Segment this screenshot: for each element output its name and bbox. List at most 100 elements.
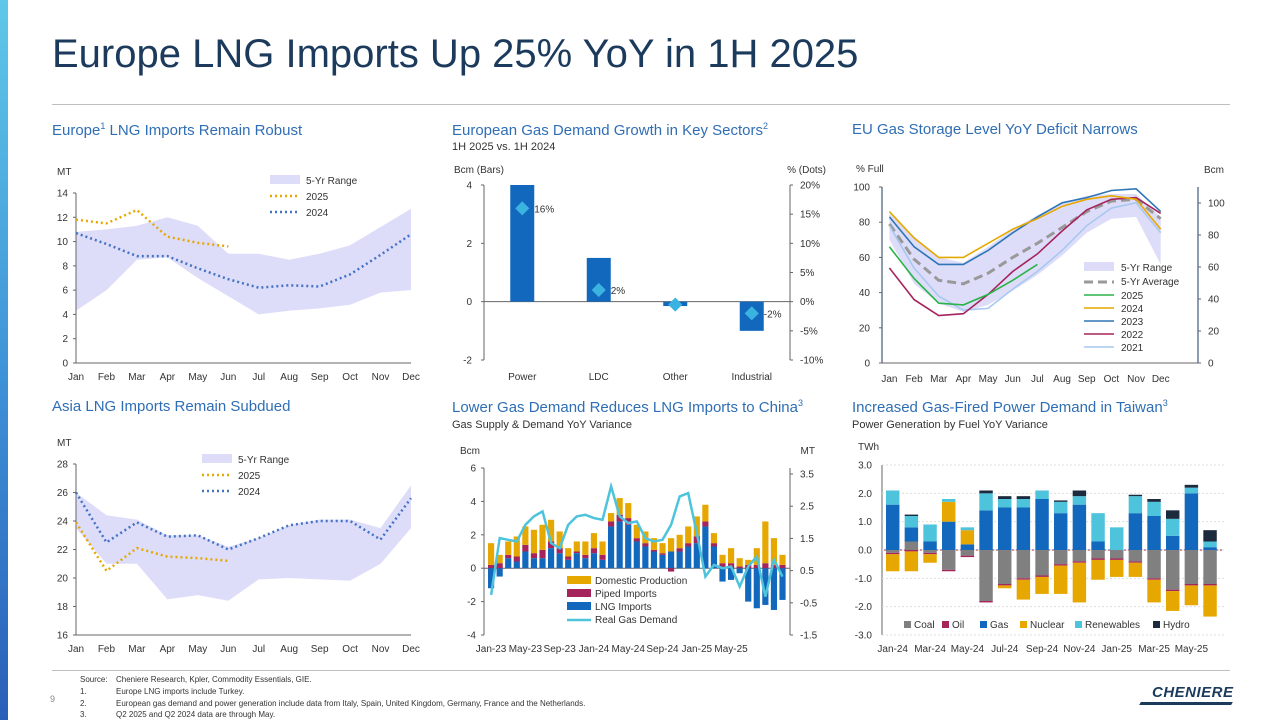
bar-renewables — [1016, 499, 1031, 508]
bar-lng-imports — [745, 568, 752, 602]
bar-piped-imports — [633, 538, 640, 542]
bar-piped-imports — [770, 564, 778, 569]
x-tick-label: Dec — [402, 644, 420, 655]
bar-domestic-production — [762, 521, 769, 564]
bar-oil — [1054, 564, 1068, 566]
legend-swatch — [980, 621, 987, 628]
bar-hydro — [1147, 499, 1161, 502]
bar-piped-imports — [676, 548, 683, 552]
bar-piped-imports — [505, 554, 512, 559]
y2-tick-label: 20% — [800, 181, 820, 192]
bar-hydro — [1072, 490, 1087, 497]
bar-domestic-production — [522, 526, 529, 545]
x-tick-label: Apr — [956, 374, 972, 385]
y2-tick-label: 60 — [1208, 263, 1220, 274]
bar-lng-imports — [659, 554, 666, 569]
bar-nuclear — [1091, 559, 1105, 580]
bar-lng-imports — [719, 568, 726, 582]
legend-label: Real Gas Demand — [595, 615, 677, 626]
chart-europe-demand: Bcm (Bars) % (Dots) -2 0 2 4 -10% -5% 0% 5% 10% 15%… — [454, 165, 826, 383]
bar-coal — [1035, 550, 1049, 576]
y-axis-label-right: Bcm — [1204, 165, 1224, 176]
y2-tick-label: 40 — [1208, 295, 1220, 306]
bar-renewables — [1091, 513, 1105, 542]
legend-label: Nuclear — [1030, 620, 1065, 631]
dot-label: 16% — [534, 204, 554, 215]
bar-domestic-production — [685, 526, 692, 544]
y-tick-label: 60 — [859, 253, 871, 264]
legend-swatch-range — [1084, 262, 1114, 271]
bar-lng-imports — [762, 568, 769, 605]
bar-hydro — [1203, 530, 1217, 542]
bar-oil — [1184, 584, 1199, 586]
bar-oil — [886, 552, 900, 555]
cheniere-logo: CHENIERE — [1152, 684, 1234, 701]
bar-oil — [1147, 578, 1161, 580]
footnote-text: Cheniere Research, Kpler, Commodity Esse… — [116, 675, 312, 684]
bar-domestic-production — [736, 558, 743, 567]
y2-tick-label: -10% — [800, 356, 823, 367]
x-tick-label: Oct — [1104, 374, 1120, 385]
bar-piped-imports — [488, 564, 495, 569]
bar-domestic-production — [710, 533, 718, 544]
five-yr-average-line — [888, 197, 1162, 286]
legend-swatch — [942, 621, 949, 628]
bar-piped-imports — [736, 566, 743, 569]
bar-gas — [904, 527, 919, 542]
x-tick-label: Sep — [311, 372, 329, 383]
bar-renewables — [942, 499, 956, 502]
x-tick-label: Mar — [128, 372, 146, 383]
x-tick-label: May — [188, 372, 207, 383]
bar-gas — [1166, 535, 1180, 550]
bar-lng-imports — [488, 568, 495, 589]
y-axis-label-left: Bcm (Bars) — [454, 165, 504, 176]
x-tick-label: Jun — [220, 644, 236, 655]
bar-lng-imports — [753, 568, 760, 609]
bar-oil — [1203, 584, 1217, 586]
bar-nuclear — [923, 554, 937, 563]
x-tick-label: Sep-23 — [544, 644, 577, 655]
footnote-text: Europe LNG imports include Turkey. — [116, 687, 245, 696]
x-tick-label: Sep-24 — [1026, 644, 1059, 655]
bar-gas — [1128, 513, 1143, 550]
bar-nuclear — [1203, 585, 1217, 617]
bar-lng-imports — [565, 559, 572, 569]
bar-domestic-production — [505, 541, 512, 555]
bar-gas — [1091, 541, 1105, 550]
y-tick-label: 20 — [859, 323, 871, 334]
bar-renewables — [1035, 490, 1049, 499]
x-tick-label: Jan — [68, 644, 84, 655]
x-tick-label: May — [188, 644, 207, 655]
panel-title-asia: Asia LNG Imports Remain Subdued — [52, 398, 291, 415]
y-axis-label-left: Bcm — [460, 446, 480, 457]
bar-piped-imports — [582, 554, 589, 559]
y-tick-label: 40 — [859, 288, 871, 299]
bar-lng-imports — [728, 568, 735, 580]
bar-oil — [1072, 561, 1087, 563]
bar-piped-imports — [625, 518, 632, 525]
legend-label: 5-Yr Range — [306, 176, 358, 187]
y-tick-label: 28 — [57, 460, 69, 471]
bar-lng-imports — [633, 541, 640, 569]
x-tick-label: May-24 — [951, 644, 985, 655]
legend-label: 2022 — [1121, 330, 1144, 341]
legend-label: 5-Yr Range — [1121, 263, 1173, 274]
footnote-num: Source: — [80, 675, 108, 684]
legend-label: Renewables — [1085, 620, 1140, 631]
bar-nuclear — [942, 501, 956, 522]
bar-renewables — [979, 493, 993, 511]
bar-lng-imports — [530, 558, 538, 569]
legend-label: Oil — [952, 620, 964, 631]
bar-piped-imports — [685, 543, 692, 547]
bar-lng-imports — [496, 568, 503, 577]
x-tick-label: May-23 — [509, 644, 543, 655]
legend-swatch — [1075, 621, 1082, 628]
legend-swatch-range — [202, 454, 232, 463]
bar-lng-imports — [770, 568, 778, 610]
bar-renewables — [1147, 501, 1161, 516]
bar-nuclear — [1072, 562, 1087, 603]
bar-piped-imports — [530, 553, 538, 559]
bar-gas — [1035, 499, 1049, 550]
x-tick-label: Oct — [342, 372, 358, 383]
